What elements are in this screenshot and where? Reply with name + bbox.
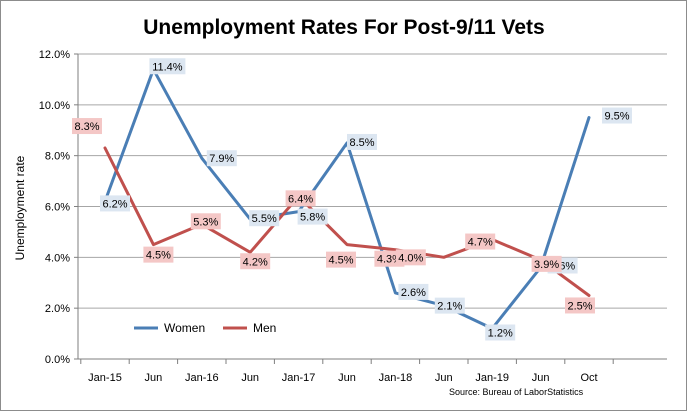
data-label-men: 2.5% [565, 297, 595, 314]
data-label-box [206, 150, 237, 167]
data-label-text: 9.5% [604, 111, 629, 123]
data-labels: 6.2%11.4%7.9%5.5% 5.8%8.5%2.6%2.1%1.2%3.6… [72, 58, 632, 341]
data-label-box [347, 133, 377, 150]
data-label-text: 7.9% [209, 153, 234, 165]
data-label-men: 8.3% [72, 118, 102, 135]
y-tick-label: 2.0% [45, 303, 70, 315]
data-label-text: 4.5% [328, 255, 353, 267]
data-label-men: 4.7% [465, 233, 496, 250]
data-label-box [398, 283, 429, 300]
source-note: Source: Bureau of LaborStatistics [449, 387, 584, 397]
data-label-box [72, 118, 102, 135]
y-tick-label: 6.0% [45, 202, 70, 214]
data-label-men: 4.5% [143, 246, 174, 263]
data-label-box [149, 58, 186, 75]
series-line-women [103, 67, 591, 330]
y-tick-label: 4.0% [45, 252, 70, 264]
data-label-men: 4.5% [326, 251, 356, 268]
x-tick-label: Jan-18 [379, 372, 413, 384]
data-label-text: 6.2% [102, 198, 127, 210]
data-label-box [465, 233, 496, 250]
data-label-women: 8.5% [347, 133, 377, 150]
data-label-box [395, 249, 426, 266]
axes: 0.0% 2.0% 4.0% 6.0% 8.0% 10.0% 12.0% Jan-15 Jun J… [39, 49, 667, 384]
legend-label-men: Men [253, 321, 276, 335]
data-label-men: 5.3% [190, 213, 221, 230]
data-label-box [249, 210, 280, 227]
x-tick-label: Jun [532, 372, 550, 384]
series-lines [103, 67, 591, 330]
data-label-women: 9.5% [602, 107, 632, 124]
data-label-text: 8.3% [74, 121, 99, 133]
data-label-women: 11.4% [149, 58, 186, 75]
data-label-text: 2.6% [401, 287, 426, 299]
data-label-men: 6.4% [285, 190, 316, 207]
data-label-box [285, 190, 316, 207]
data-label-text: 8.5% [349, 137, 374, 149]
data-label-box [190, 213, 221, 230]
legend: Women Men [134, 321, 276, 335]
x-tick-label: Jan-19 [475, 372, 509, 384]
data-label-box [143, 246, 174, 263]
y-tick-label: 10.0% [39, 100, 70, 112]
y-axis-label: Unemployment rate [13, 155, 27, 260]
data-label-women: 2.1% [434, 297, 465, 314]
data-label-men: 4.2% [240, 253, 271, 270]
data-label-men: 4.0% [395, 249, 426, 266]
x-tick-label: Jun [145, 372, 163, 384]
x-tick-label: Jan-17 [282, 372, 316, 384]
data-label-box [602, 107, 632, 124]
data-label-box [434, 297, 465, 314]
data-label-box [326, 251, 356, 268]
x-tick-label: Jun [435, 372, 453, 384]
data-label-women: 6.2% [100, 195, 130, 212]
data-label-box [565, 297, 595, 314]
data-label-box [485, 324, 516, 341]
data-label-text: 5.3% [193, 216, 218, 228]
y-tick-label: 0.0% [45, 354, 70, 366]
data-label-box [240, 253, 271, 270]
data-label-women: 5.5% [249, 210, 280, 227]
data-label-text: 2.1% [437, 301, 462, 313]
data-label-women: 7.9% [206, 150, 237, 167]
x-tick-label: Jan-16 [185, 372, 219, 384]
data-label-text: 4.5% [146, 250, 171, 262]
y-tick-label: 12.0% [39, 49, 70, 61]
data-label-text: 4.7% [468, 237, 493, 249]
data-label-women: 1.2% [485, 324, 516, 341]
x-tick-label: Oct [580, 372, 597, 384]
data-label-women: 2.6% [398, 283, 429, 300]
data-label-box [100, 195, 130, 212]
data-label-text: 1.2% [488, 328, 513, 340]
data-label-text: 5.5% [252, 213, 277, 225]
data-label-text: 4.2% [243, 256, 268, 268]
data-label-text: 5.8% [300, 212, 325, 224]
legend-label-women: Women [164, 321, 205, 335]
data-label-box [297, 208, 328, 225]
data-label-text: 2.5% [567, 300, 592, 312]
data-label-box [531, 255, 562, 272]
x-tick-label: Jan-15 [88, 372, 122, 384]
data-label-text: 3.9% [534, 259, 559, 271]
y-tick-label: 8.0% [45, 151, 70, 163]
data-label-men: 3.9% [531, 255, 562, 272]
chart-title: Unemployment Rates For Post-9/11 Vets [143, 16, 544, 39]
x-tick-label: Jun [338, 372, 356, 384]
data-label-women: 5.8% [297, 208, 328, 225]
data-label-text: 11.4% [152, 61, 183, 73]
data-label-text: 4.0% [398, 252, 423, 264]
series-line-men [103, 146, 591, 297]
x-tick-label: Jun [241, 372, 259, 384]
data-label-text: 6.4% [288, 193, 313, 205]
